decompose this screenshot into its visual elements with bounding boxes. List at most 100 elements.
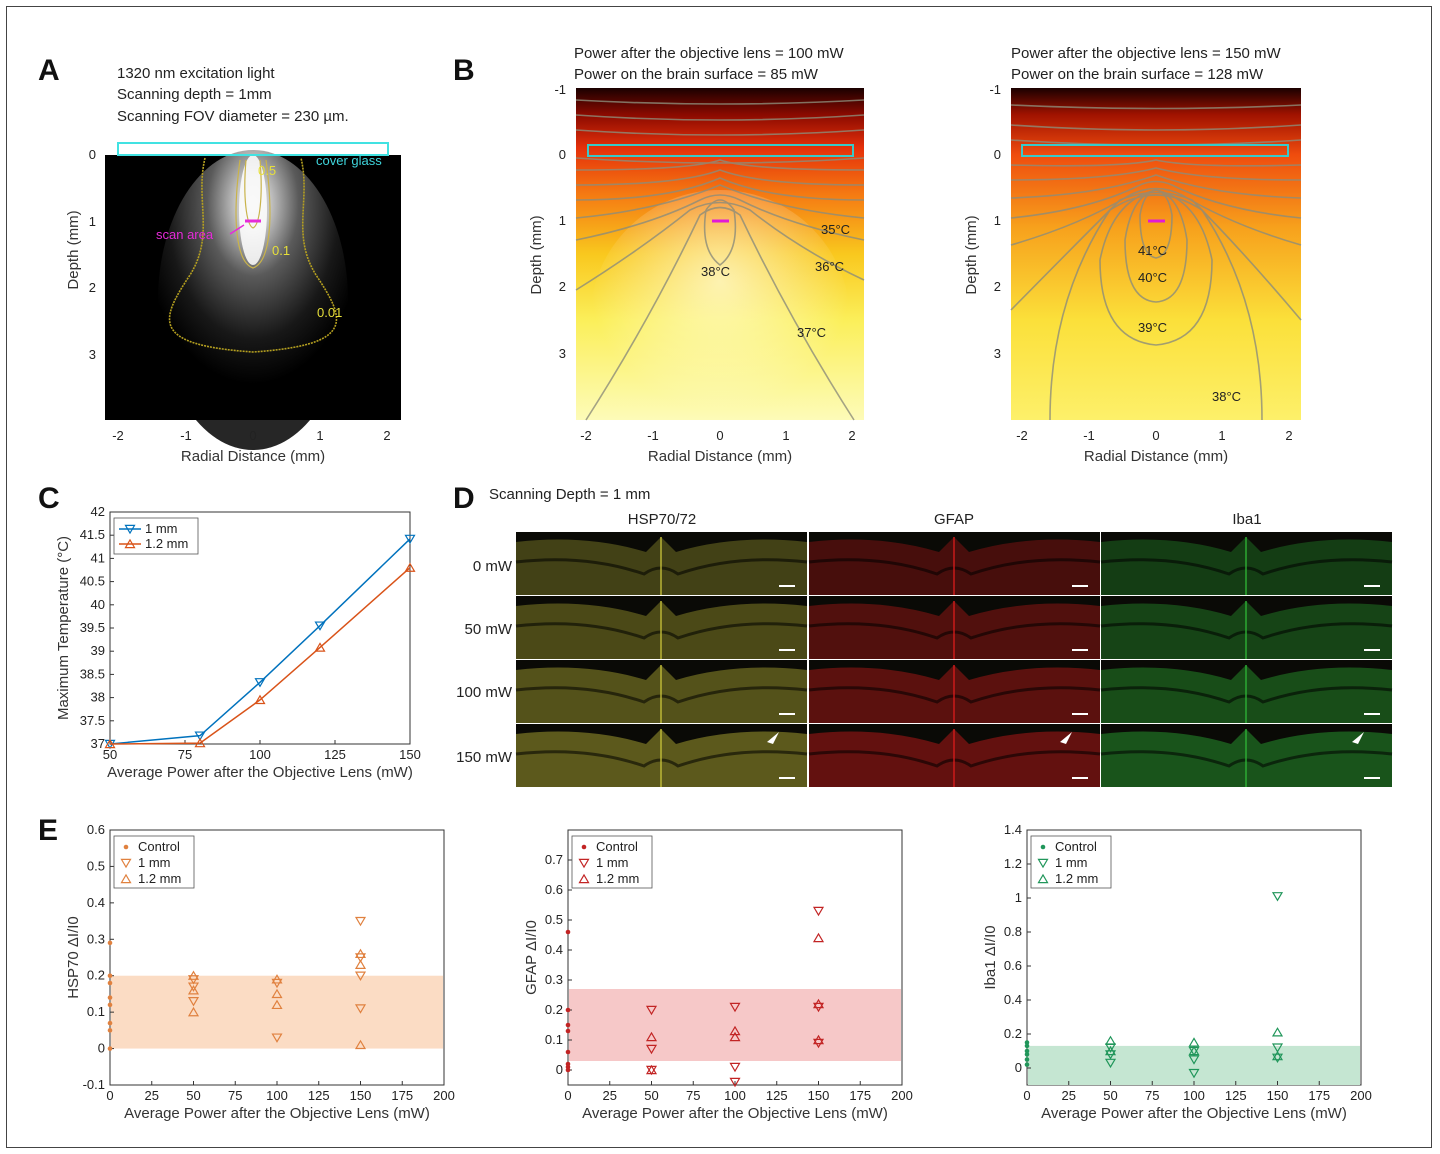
data-point-0-6 — [107, 1028, 113, 1033]
x-tick-label: 0 — [106, 1088, 113, 1103]
data-point-0-1 — [194, 731, 206, 741]
panel-b-right-ylabel: Depth (mm) — [963, 215, 980, 294]
panel-b-right-isotherms — [1010, 104, 1302, 421]
panel-b-right-label-39: 39°C — [1138, 320, 1167, 335]
panel-a-ytick-3: 3 — [89, 347, 96, 362]
legend-box — [1030, 835, 1112, 889]
panel-c-chart: 50 75 100 125 150 37 37.5 38 38.5 39 39.5 40 40.5 41 4… — [55, 504, 421, 781]
y-tick-label: 1 — [1015, 890, 1022, 905]
legend-label: 1 mm — [138, 855, 171, 870]
data-point-2-8 — [354, 1039, 367, 1050]
histology-tile-r0-c0 — [515, 532, 808, 595]
legend-label: Control — [596, 839, 638, 854]
y-axis-label: HSP70 ΔI/I0 — [65, 916, 82, 999]
x-tick-label: 175 — [1308, 1088, 1330, 1103]
y-tick-label: 0.4 — [87, 895, 105, 910]
data-point-1-4 — [1188, 1055, 1200, 1065]
panel-b-left-xtick-2: -1 — [647, 428, 659, 443]
legend-marker — [1040, 844, 1046, 850]
histology-tile-r1-c2 — [1100, 596, 1393, 659]
panel-a-beam-glow — [158, 150, 348, 450]
y-tick-label: 42 — [91, 504, 105, 519]
x-tick-label: 150 — [808, 1088, 830, 1103]
y-tick-label: 1.4 — [1004, 822, 1022, 837]
panel-b-right-label-40: 40°C — [1138, 270, 1167, 285]
panel-label-d: D — [453, 482, 475, 515]
panel-b-right-xtick-3: 0 — [1152, 428, 1159, 443]
histology-tile-r2-c1 — [808, 660, 1101, 723]
y-tick-label: 0.2 — [1004, 1026, 1022, 1041]
x-tick-label: 50 — [1103, 1088, 1117, 1103]
panel-d-row-100: 100 mW — [456, 684, 513, 701]
y-tick-label: 37 — [91, 736, 105, 751]
y-tick-label: 0.1 — [545, 1032, 563, 1047]
y-tick-label: 38.5 — [80, 666, 105, 681]
panel-a-xtick-3: 0 — [249, 428, 256, 443]
panel-a-ytick-0: 0 — [89, 147, 96, 162]
histology-tile-r1-c0 — [515, 596, 808, 659]
x-tick-label: 125 — [324, 747, 346, 762]
panel-b-left-ytick-5: 3 — [559, 346, 566, 361]
arrowhead-icon — [1060, 732, 1072, 744]
panel-a-contour-0.01 — [168, 157, 338, 353]
legend-label: 1.2 mm — [596, 871, 639, 886]
arrowhead-icon — [1352, 732, 1364, 744]
panel-d-col-gfap: GFAP — [934, 511, 974, 528]
panel-label-a: A — [38, 54, 60, 87]
panel-e-hsp70-chart: 0 25 50 75 100 125 150 175 200-0.100.10.20.30.40… — [65, 822, 455, 1122]
y-tick-label: 0.7 — [545, 852, 563, 867]
panel-a-xtick-1: -2 — [112, 428, 124, 443]
y-tick-label: 39 — [91, 643, 105, 658]
histology-tile-r2-c2 — [1100, 660, 1393, 723]
legend-label: Control — [1055, 839, 1097, 854]
panel-b-left-hotspot — [590, 190, 850, 450]
data-point-2-7 — [354, 959, 367, 969]
panel-a-scan-area-label: scan area — [156, 227, 214, 242]
panel-b-right-line-2: Power on the brain surface = 128 mW — [1011, 66, 1264, 83]
y-tick-label: 0.3 — [87, 931, 105, 946]
x-tick-label: 75 — [178, 747, 192, 762]
data-point-0-2 — [254, 678, 266, 688]
panel-d: Scanning Depth = 1 mm HSP70/72 GFAP Iba1… — [456, 486, 1393, 787]
panel-b-left-ytick-1: -1 — [554, 82, 566, 97]
x-axis-label: Average Power after the Objective Lens (… — [124, 1105, 430, 1122]
data-point-0-2 — [1024, 1048, 1030, 1054]
panel-b-right-xlabel: Radial Distance (mm) — [1084, 448, 1228, 465]
panel-b-left-line-1: Power after the objective lens = 100 mW — [574, 45, 845, 62]
panel-b-left-label-37: 37°C — [797, 325, 826, 340]
x-axis-label: Average Power after the Objective Lens (… — [107, 764, 413, 781]
x-tick-label: 50 — [644, 1088, 658, 1103]
x-tick-label: 50 — [186, 1088, 200, 1103]
y-axis-label: GFAP ΔI/I0 — [523, 920, 540, 995]
y-tick-label: 41 — [91, 550, 105, 565]
panel-b-left-xtick-4: 1 — [782, 428, 789, 443]
data-point-0-5 — [107, 1020, 113, 1026]
y-axis-label: Maximum Temperature (°C) — [55, 536, 72, 720]
panel-b-left-xtick-3: 0 — [716, 428, 723, 443]
panel-a-scan-arrow — [229, 224, 245, 235]
panel-a-cover-glass — [117, 142, 389, 156]
data-point-1-2 — [187, 997, 200, 1007]
panel-a-contour-0.1 — [235, 159, 271, 269]
panel-b-right-label-38: 38°C — [1212, 389, 1241, 404]
panel-label-c: C — [38, 482, 60, 515]
histology-tile-r3-c1 — [808, 724, 1101, 787]
data-point-0-0 — [1024, 1040, 1030, 1045]
data-point-1-4 — [729, 1062, 741, 1073]
x-tick-label: 25 — [603, 1088, 617, 1103]
y-tick-label: 0 — [98, 1041, 105, 1056]
data-point-2-5 — [812, 998, 825, 1009]
panel-a-xtick-2: -1 — [180, 428, 192, 443]
data-point-2-1 — [1104, 1045, 1117, 1056]
legend-label: 1 mm — [145, 521, 178, 536]
data-point-0-1 — [565, 1007, 571, 1013]
x-tick-label: 0 — [564, 1088, 571, 1103]
y-tick-label: 0.3 — [545, 972, 563, 987]
panel-b-left-ytick-2: 0 — [559, 147, 566, 162]
panel-b-left-xtick-1: -2 — [580, 428, 592, 443]
data-point-0-1 — [1024, 1043, 1030, 1049]
series-line-0 — [109, 538, 411, 745]
y-tick-label: 0.5 — [545, 912, 563, 927]
y-tick-label: 0.2 — [545, 1002, 563, 1017]
panel-d-row-0: 0 mW — [473, 558, 513, 575]
